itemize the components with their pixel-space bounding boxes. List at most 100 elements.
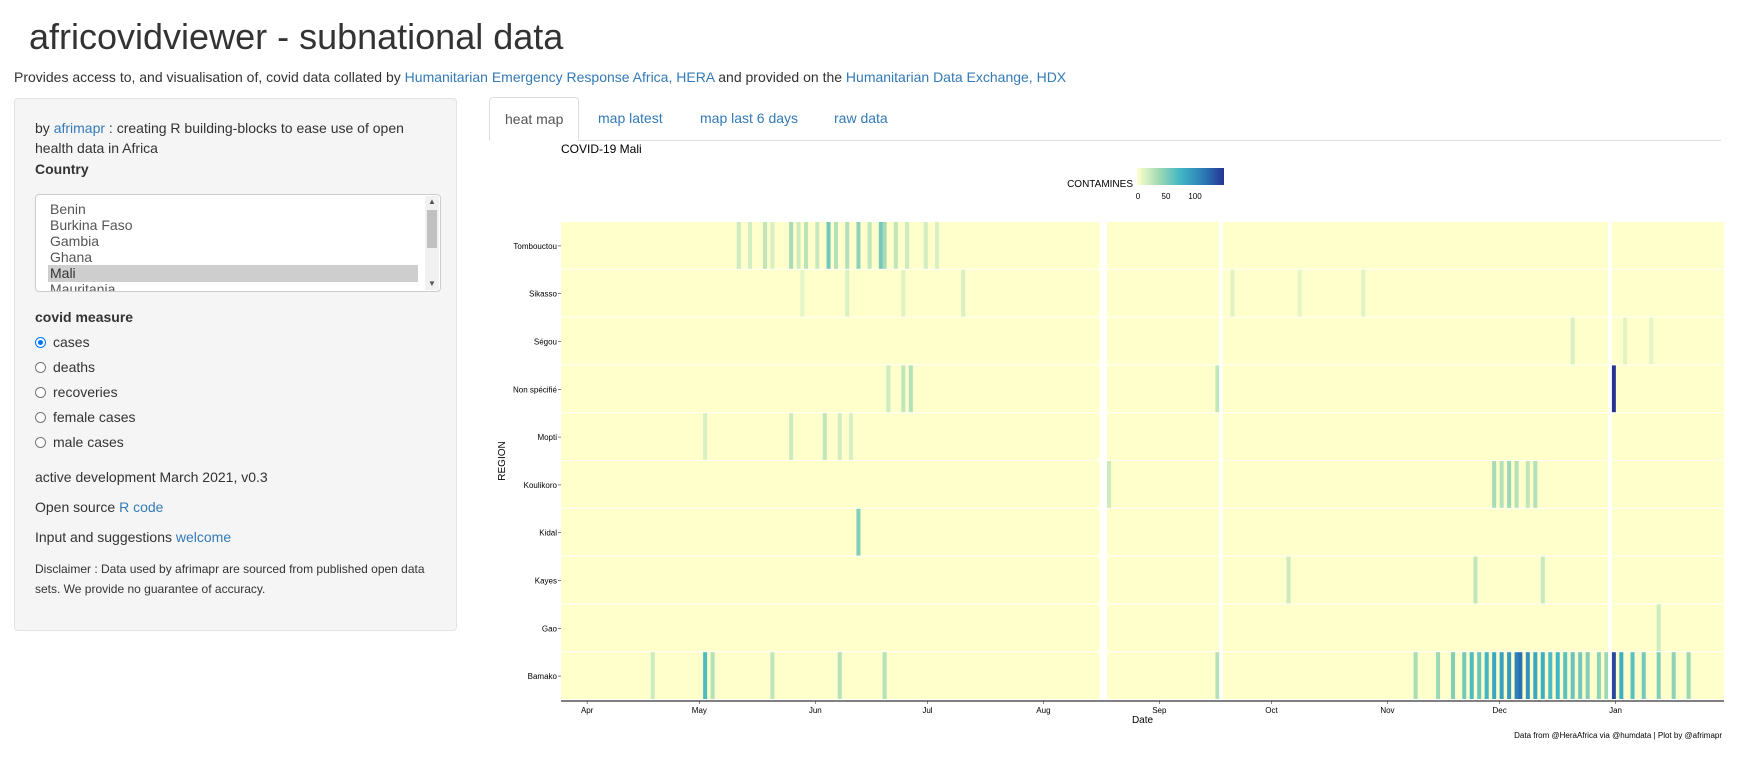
hdx-link[interactable]: Humanitarian Data Exchange, HDX [845,69,1067,85]
radio-icon[interactable] [35,387,46,398]
x-tick-label: Dec [1493,706,1507,715]
y-tick-label: Mopti [537,433,557,442]
radio-checked-icon[interactable] [35,337,46,348]
heatmap-cell [1518,652,1523,699]
heatmap-cell [1469,652,1474,699]
hera-link[interactable]: Humanitarian Emergency Response Africa, … [404,69,715,85]
heatmap-cells [561,222,1724,700]
heatmap-cell [703,413,708,460]
disclaimer: Disclaimer : Data used by afrimapr are s… [35,562,425,596]
heatmap-cell [1507,652,1512,699]
heatmap-cell [908,365,913,413]
heatmap-cell [1596,652,1601,699]
heatmap-cell [1492,652,1497,699]
heatmap-cell [1462,652,1467,699]
heatmap-cell [934,222,939,269]
heatmap-cell [762,222,767,269]
heatmap-cell [1492,461,1497,508]
heatmap-cell [1507,461,1512,508]
country-option-burkina-faso[interactable]: Burkina Faso [50,217,133,233]
sidebar-byline: by afrimapr : creating R building-blocks… [35,118,425,158]
scroll-up-icon[interactable]: ▲ [428,197,436,206]
heatmap-cell [1106,461,1112,508]
y-tick-label: Tombouctou [513,242,557,251]
measure-option-recoveries[interactable]: recoveries [35,382,118,402]
legend-colorbar [1137,168,1224,185]
heatmap-cell [1533,652,1538,699]
heatmap-cell [833,222,839,269]
y-tick-label: Ségou [534,338,557,347]
heatmap-cell [882,652,887,699]
tab-raw-data[interactable]: raw data [834,110,888,126]
heatmap-cell [1578,652,1583,699]
afrimapr-link[interactable]: afrimapr [53,120,106,136]
heatmap-cell [1514,461,1519,508]
x-tick-label: Aug [1036,706,1050,715]
heatmap-cell [770,652,775,699]
measure-option-label: female cases [53,409,136,425]
measure-option-label: recoveries [53,384,118,400]
heatmap-cell [1286,556,1291,604]
tab-bar: heat map map latest map last 6 days raw … [489,97,1721,141]
heatmap-cell [1499,652,1504,699]
chart-caption: Data from @HeraAfrica via @humdata | Plo… [1514,731,1722,740]
radio-icon[interactable] [35,437,46,448]
scroll-thumb[interactable] [427,210,437,248]
x-tick-label: Oct [1265,706,1278,715]
measure-option-label: cases [53,334,90,350]
heatmap-cell [1230,269,1235,317]
x-tick-label: Jan [1609,706,1622,715]
heatmap-cell [1514,652,1519,699]
heatmap-cell [1611,365,1616,413]
measure-option-label: deaths [53,359,96,375]
y-tick-label: Kidal [539,529,557,538]
radio-icon[interactable] [35,412,46,423]
heatmap-cell [815,222,820,269]
x-tick-label: Apr [581,706,594,715]
radio-icon[interactable] [35,362,46,373]
tab-map-latest[interactable]: map latest [598,110,663,126]
heatmap-cell [1630,652,1635,699]
heatmap-row-background [561,365,1724,413]
measure-option-female-cases[interactable]: female cases [35,407,135,427]
heatmap-cell [789,413,794,460]
heatmap-cell [1525,652,1530,699]
scroll-down-icon[interactable]: ▼ [428,279,436,288]
country-option-mali[interactable]: Mali [48,265,418,282]
measure-option-male-cases[interactable]: male cases [35,432,124,452]
country-scrollbar[interactable]: ▲ ▼ [425,196,439,290]
x-tick-label: Jun [809,706,822,715]
country-option-mauritania[interactable]: Mauritania [50,281,116,292]
heatmap-cell [1641,652,1646,699]
heatmap-cell [961,269,966,317]
x-tick-label: Nov [1380,706,1394,715]
measure-option-deaths[interactable]: deaths [35,357,95,377]
legend-tick-100: 100 [1188,192,1202,201]
heatmap-cell [822,413,827,460]
country-option-gambia[interactable]: Gambia [50,233,100,249]
tab-heat-map[interactable]: heat map [489,97,580,141]
legend-title: CONTAMINES [1067,179,1133,190]
r-code-link[interactable]: R code [119,499,164,515]
heatmap-cell [1540,556,1545,604]
country-select[interactable]: Benin Burkina Faso Gambia Ghana Mali Mau… [35,194,441,292]
welcome-link[interactable]: welcome [175,529,232,545]
heatmap-missing-day [1608,222,1612,700]
x-tick-label: Sep [1152,706,1167,715]
heatmap-cell [770,222,775,269]
country-option-benin[interactable]: Benin [50,201,86,217]
heatmap-cell [867,222,872,269]
measure-option-cases[interactable]: cases [35,332,90,352]
heatmap-cell [856,508,861,556]
y-tick-label: Sikasso [529,290,558,299]
heatmap-row-background [561,222,1724,269]
byline-suffix: : creating R building-blocks to ease use… [35,120,404,156]
y-tick-label: Koulikoro [524,481,558,490]
heatmap-cell [1436,652,1441,699]
tab-map-last-6-days[interactable]: map last 6 days [700,110,799,126]
heatmap-axes: Tombouctou Sikasso Ségou Non spécifié Mopti K… [497,242,1724,726]
country-label: Country [35,161,89,177]
heatmap-cell [882,222,887,269]
country-option-ghana[interactable]: Ghana [50,249,93,265]
page-title: africovidviewer - subnational data [29,16,564,57]
